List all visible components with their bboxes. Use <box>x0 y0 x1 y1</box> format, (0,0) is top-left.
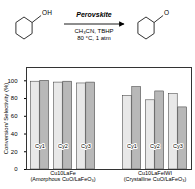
svg-text:60: 60 <box>11 113 18 119</box>
svg-text:OH: OH <box>42 9 52 16</box>
svg-text:O: O <box>164 9 169 16</box>
svg-text:Cu10LaFeIWI(Crystalline CuO/La: Cu10LaFeIWI(Crystalline CuO/LaFeO₃) <box>124 170 187 182</box>
svg-text:80 °C, 1 atm: 80 °C, 1 atm <box>77 35 110 41</box>
svg-text:CH₃CN, TBHP: CH₃CN, TBHP <box>74 28 113 34</box>
svg-text:Perovskite: Perovskite <box>76 11 112 18</box>
svg-text:100: 100 <box>7 78 18 84</box>
svg-text:Cy3: Cy3 <box>81 143 91 149</box>
svg-text:Cy1: Cy1 <box>35 143 45 149</box>
svg-text:80: 80 <box>11 95 18 101</box>
svg-text:Cy3: Cy3 <box>173 143 183 149</box>
svg-text:Cy1: Cy1 <box>127 143 137 149</box>
svg-text:Cu10LaFe(Amorphous CuO/LaFeO₃): Cu10LaFe(Amorphous CuO/LaFeO₃) <box>30 170 95 182</box>
svg-text:40: 40 <box>11 131 18 137</box>
svg-text:Cy2: Cy2 <box>58 143 68 149</box>
svg-text:20: 20 <box>11 149 18 155</box>
svg-text:Conversion/ Selectivity (%): Conversion/ Selectivity (%) <box>3 83 9 155</box>
svg-text:0: 0 <box>14 166 18 172</box>
svg-text:Cy2: Cy2 <box>150 143 160 149</box>
